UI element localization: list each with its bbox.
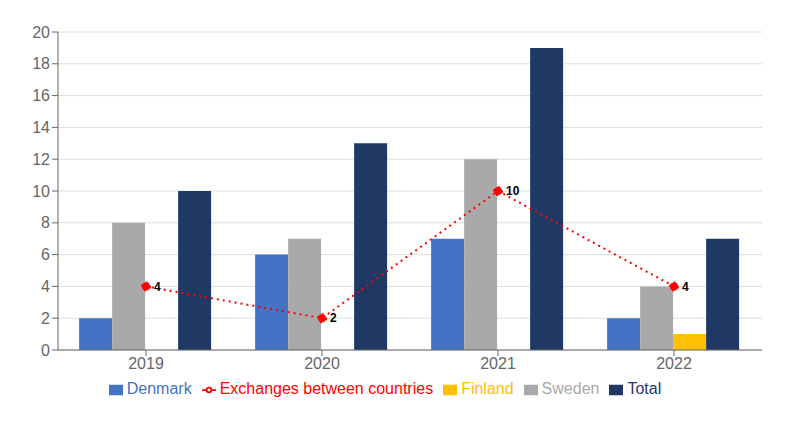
svg-text:0: 0 xyxy=(41,342,50,359)
svg-text:16: 16 xyxy=(32,87,50,104)
svg-text:12: 12 xyxy=(32,151,50,168)
svg-text:6: 6 xyxy=(41,246,50,263)
html-text:Exchanges between countries: Exchanges between countries xyxy=(219,380,434,397)
svg-text:8: 8 xyxy=(41,214,50,231)
svg-text:2019: 2019 xyxy=(128,355,164,372)
svg-text:4: 4 xyxy=(154,280,161,294)
svg-text:10: 10 xyxy=(32,183,50,200)
svg-text:18: 18 xyxy=(32,55,50,72)
svg-text:2022: 2022 xyxy=(656,355,692,372)
svg-text:4: 4 xyxy=(41,278,50,295)
html-text:Finland: Finland xyxy=(461,380,514,397)
svg-text:14: 14 xyxy=(32,119,50,136)
svg-text:2021: 2021 xyxy=(480,355,516,372)
svg-text:2: 2 xyxy=(41,310,50,327)
svg-text:2: 2 xyxy=(330,311,337,325)
svg-text:4: 4 xyxy=(682,280,689,294)
html-text:Total: Total xyxy=(627,380,662,397)
html-text:Denmark: Denmark xyxy=(126,380,192,397)
svg-text:20: 20 xyxy=(32,24,50,41)
svg-text:10: 10 xyxy=(506,184,520,198)
svg-text:2020: 2020 xyxy=(304,355,340,372)
html-text:Sweden: Sweden xyxy=(541,380,600,397)
